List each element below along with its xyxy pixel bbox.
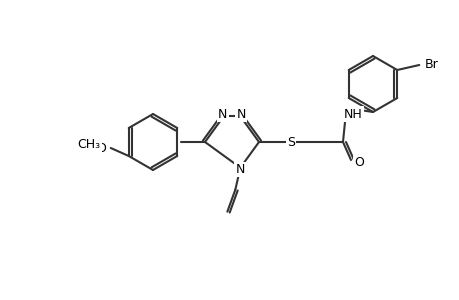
Text: NH: NH — [343, 107, 362, 121]
Text: N: N — [218, 108, 227, 121]
Text: S: S — [286, 136, 294, 148]
Text: O: O — [353, 155, 363, 169]
Text: N: N — [236, 108, 246, 121]
Text: Br: Br — [424, 58, 437, 70]
Text: CH₃: CH₃ — [77, 137, 100, 151]
Text: N: N — [235, 163, 245, 176]
Text: O: O — [95, 142, 106, 154]
